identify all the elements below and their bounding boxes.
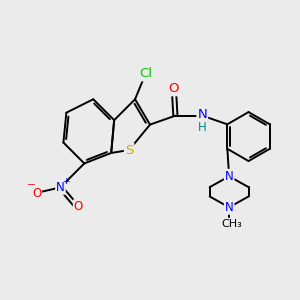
- Text: Cl: Cl: [139, 68, 152, 80]
- Text: N: N: [197, 108, 207, 121]
- Text: +: +: [62, 177, 70, 186]
- Text: N: N: [225, 201, 233, 214]
- Text: N: N: [225, 170, 233, 183]
- Text: O: O: [32, 187, 41, 200]
- Text: O: O: [169, 82, 179, 95]
- Text: S: S: [125, 143, 133, 157]
- Text: O: O: [74, 200, 83, 213]
- Text: N: N: [56, 181, 65, 194]
- Text: H: H: [198, 121, 207, 134]
- Text: −: −: [27, 180, 35, 190]
- Text: CH₃: CH₃: [221, 219, 242, 229]
